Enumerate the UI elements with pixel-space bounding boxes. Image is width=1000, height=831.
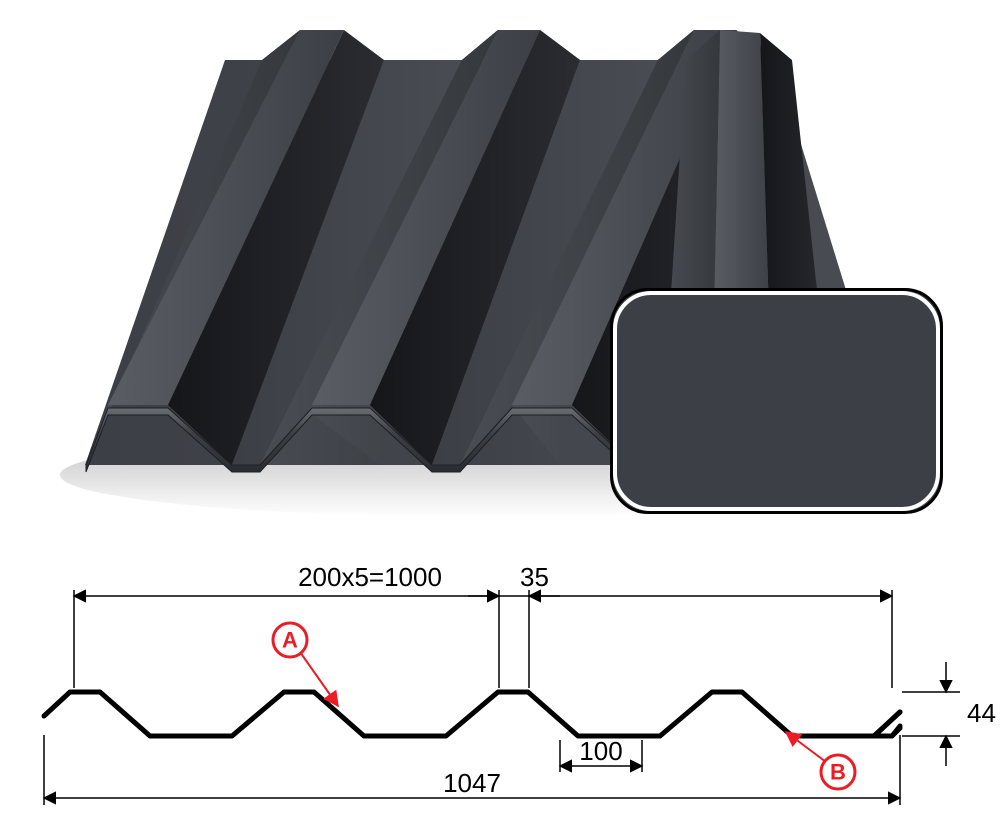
dim-crest-top: 35 (520, 562, 549, 592)
marker-b: B (786, 732, 855, 789)
dim-total-width: 1047 (443, 768, 501, 798)
dim-valley-bottom: 100 (579, 736, 622, 766)
profile-diagram: A B 200x5=1000 35 100 1047 44 (0, 540, 1000, 831)
color-swatch (610, 288, 943, 514)
dim-height: 44 (967, 698, 996, 728)
dim-cover-width: 200x5=1000 (298, 562, 442, 592)
profile-path (44, 692, 900, 736)
marker-a-label: A (282, 628, 298, 653)
marker-b-label: B (830, 760, 846, 785)
